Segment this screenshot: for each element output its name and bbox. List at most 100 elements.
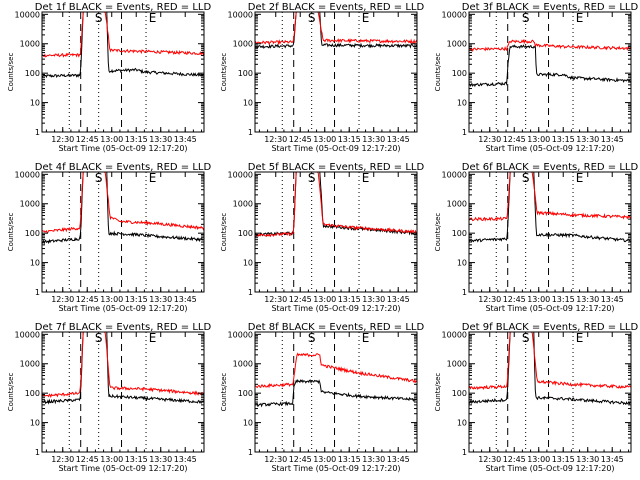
x-tick-label: 13:30 — [576, 295, 599, 304]
y-tick-label: 10000 — [228, 10, 253, 19]
lld-series-line — [469, 39, 631, 52]
end-marker: E — [362, 11, 370, 25]
events-series-line — [469, 172, 631, 243]
lld-series-line — [42, 332, 204, 399]
end-marker: E — [362, 171, 370, 185]
detector-panel: Det 6f BLACK = Events, RED = LLD 1 10 100 10… — [434, 162, 638, 313]
x-tick-label: 13:15 — [552, 295, 575, 304]
x-tick-label: 12:30 — [264, 135, 287, 144]
x-tick-label: 12:30 — [51, 135, 74, 144]
y-tick-label: 1 — [462, 128, 467, 137]
detector-panel: Det 2f BLACK = Events, RED = LLD 1 10 100 10… — [220, 2, 424, 153]
lld-series-line — [469, 172, 631, 222]
start-marker: S — [95, 171, 103, 185]
y-axis-label: Counts/sec — [7, 53, 15, 92]
x-tick-label: 12:30 — [478, 135, 501, 144]
y-tick-label: 10000 — [15, 330, 40, 339]
end-marker: E — [149, 11, 157, 25]
start-marker: S — [95, 11, 103, 25]
x-tick-label: 13:30 — [576, 455, 599, 464]
x-tick-label: 13:45 — [601, 295, 624, 304]
y-tick-label: 10 — [243, 99, 253, 108]
lld-series-line — [255, 12, 417, 46]
panel-title: Det 1f BLACK = Events, RED = LLD — [35, 2, 212, 13]
y-tick-label: 10 — [243, 419, 253, 428]
x-tick-label: 13:15 — [338, 295, 361, 304]
x-tick-label: 13:15 — [125, 455, 148, 464]
x-axis-label: Start Time (05-Oct-09 12:17:20) — [58, 144, 187, 153]
detector-panel: Det 8f BLACK = Events, RED = LLD 1 10 100 10… — [220, 322, 424, 473]
y-tick-label: 10000 — [442, 330, 467, 339]
x-tick-label: 13:30 — [576, 135, 599, 144]
panel-title: Det 2f BLACK = Events, RED = LLD — [248, 2, 425, 13]
detector-panel: Det 4f BLACK = Events, RED = LLD 1 10 100 10… — [7, 162, 211, 313]
x-tick-label: 13:45 — [601, 135, 624, 144]
x-tick-label: 13:30 — [149, 455, 172, 464]
plot-frame — [468, 171, 632, 293]
x-tick-label: 13:30 — [362, 295, 385, 304]
y-tick-label: 100 — [238, 229, 253, 238]
events-series-line — [255, 379, 417, 408]
end-marker: E — [149, 331, 157, 345]
y-tick-label: 1000 — [20, 360, 40, 369]
y-tick-label: 1000 — [20, 40, 40, 49]
x-tick-label: 13:30 — [149, 295, 172, 304]
start-marker: S — [308, 171, 316, 185]
x-tick-label: 12:30 — [51, 455, 74, 464]
y-tick-label: 1 — [462, 288, 467, 297]
x-axis-label: Start Time (05-Oct-09 12:17:20) — [271, 144, 400, 153]
y-tick-label: 1000 — [447, 40, 467, 49]
y-axis-label: Counts/sec — [7, 373, 15, 412]
y-tick-label: 10 — [30, 259, 40, 268]
plot-frame — [41, 171, 205, 293]
x-tick-label: 13:15 — [338, 135, 361, 144]
y-tick-label: 1000 — [447, 360, 467, 369]
y-tick-label: 10000 — [442, 170, 467, 179]
start-marker: S — [522, 171, 530, 185]
plot-frame — [41, 331, 205, 453]
x-tick-label: 12:45 — [503, 135, 526, 144]
x-tick-label: 12:45 — [503, 455, 526, 464]
x-tick-label: 13:30 — [362, 455, 385, 464]
x-axis-label: Start Time (05-Oct-09 12:17:20) — [485, 144, 614, 153]
end-marker: E — [576, 331, 584, 345]
y-tick-label: 10000 — [442, 10, 467, 19]
y-tick-label: 10 — [457, 99, 467, 108]
y-axis-label: Counts/sec — [220, 53, 228, 92]
x-tick-label: 13:00 — [313, 455, 336, 464]
x-axis-label: Start Time (05-Oct-09 12:17:20) — [271, 304, 400, 313]
y-tick-label: 10000 — [228, 330, 253, 339]
y-tick-label: 100 — [452, 229, 467, 238]
start-marker: S — [522, 11, 530, 25]
x-tick-label: 13:45 — [174, 455, 197, 464]
y-tick-label: 100 — [452, 69, 467, 78]
detector-panel: Det 9f BLACK = Events, RED = LLD 1 10 100 10… — [434, 322, 638, 473]
detector-panel: Det 5f BLACK = Events, RED = LLD 1 10 100 10… — [220, 162, 424, 313]
x-tick-label: 12:30 — [478, 295, 501, 304]
x-tick-label: 13:00 — [100, 455, 123, 464]
x-tick-label: 12:30 — [264, 295, 287, 304]
y-tick-label: 10 — [30, 419, 40, 428]
y-tick-label: 10000 — [15, 10, 40, 19]
y-tick-label: 10000 — [15, 170, 40, 179]
end-marker: E — [576, 171, 584, 185]
panel-title: Det 4f BLACK = Events, RED = LLD — [35, 162, 212, 173]
x-tick-label: 13:00 — [527, 135, 550, 144]
y-tick-label: 1000 — [233, 200, 253, 209]
x-axis-label: Start Time (05-Oct-09 12:17:20) — [58, 304, 187, 313]
y-tick-label: 1000 — [233, 40, 253, 49]
y-axis-label: Counts/sec — [434, 373, 442, 412]
y-tick-label: 100 — [238, 389, 253, 398]
y-tick-label: 1000 — [447, 200, 467, 209]
x-axis-label: Start Time (05-Oct-09 12:17:20) — [485, 304, 614, 313]
y-tick-label: 100 — [25, 389, 40, 398]
y-axis-label: Counts/sec — [220, 373, 228, 412]
events-series-line — [42, 12, 204, 79]
panel-title: Det 7f BLACK = Events, RED = LLD — [35, 322, 212, 333]
x-tick-label: 13:30 — [362, 135, 385, 144]
y-tick-label: 100 — [238, 69, 253, 78]
y-tick-label: 100 — [25, 69, 40, 78]
x-axis-label: Start Time (05-Oct-09 12:17:20) — [58, 464, 187, 473]
x-tick-label: 13:45 — [387, 455, 410, 464]
panel-title: Det 8f BLACK = Events, RED = LLD — [248, 322, 425, 333]
